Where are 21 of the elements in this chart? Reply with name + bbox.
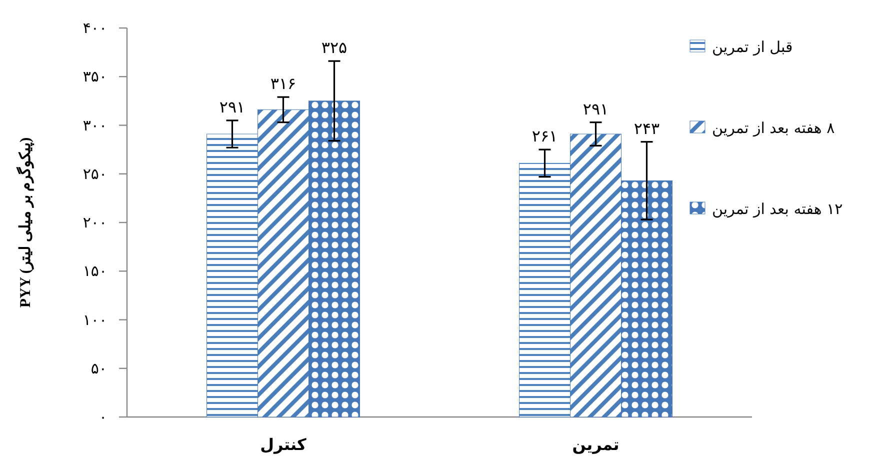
data-label: ۲۴۳ bbox=[634, 118, 660, 138]
data-label: ۲۶۱ bbox=[532, 126, 558, 146]
data-label: ۲۹۱ bbox=[219, 97, 246, 116]
x-tick-label: تمرین bbox=[572, 435, 620, 454]
y-tick-label: ۳۰۰ bbox=[82, 116, 107, 134]
legend-label: قبل از تمرین bbox=[712, 38, 793, 56]
data-label: ۳۱۶ bbox=[270, 74, 296, 94]
y-tick-label: ۲۵۰ bbox=[82, 164, 107, 183]
legend-label: ۱۲ هفته بعد از تمرین bbox=[712, 200, 843, 218]
y-tick-label: ۱۵۰ bbox=[82, 262, 107, 280]
y-tick-label: ۰ bbox=[98, 408, 107, 426]
legend-label: ۸ هفته بعد از تمرین bbox=[712, 119, 835, 137]
y-tick-label: ۲۰۰ bbox=[82, 214, 107, 232]
x-tick-label: کنترل bbox=[260, 435, 308, 454]
y-tick-label: ۵۰ bbox=[90, 359, 107, 378]
data-label: ۳۲۵ bbox=[321, 38, 348, 58]
y-tick-label: ۱۰۰ bbox=[82, 310, 107, 329]
data-label: ۲۹۱ bbox=[582, 99, 609, 118]
y-tick-label: ۳۵۰ bbox=[82, 68, 107, 86]
y-axis-title: PYY (پیکوگرم بر میلی لیتر) bbox=[16, 137, 35, 308]
y-tick-label: ۴۰۰ bbox=[82, 19, 107, 37]
